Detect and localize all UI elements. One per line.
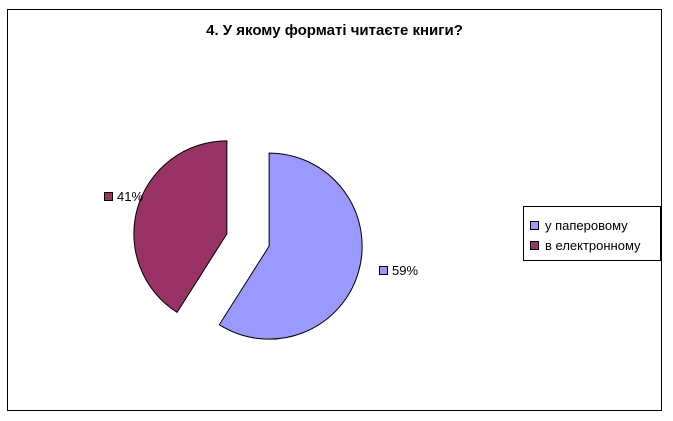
data-label-electronic: 41% (104, 189, 143, 204)
pie-slice-paper (218, 152, 363, 340)
chart-title: 4. У якому форматі читаєте книги? (206, 22, 463, 39)
legend: у паперовому в електронному (523, 206, 661, 261)
legend-swatch-electronic (530, 240, 539, 250)
legend-label-electronic: в електронному (545, 237, 641, 253)
chart-area: 4. У якому форматі читаєте книги? 41% 59… (7, 9, 662, 411)
legend-swatch-paper (530, 220, 539, 230)
legend-label-paper: у паперовому (545, 217, 628, 233)
data-label-electronic-text: 41% (117, 189, 144, 204)
legend-item-paper: у паперовому (530, 215, 660, 235)
legend-item-electronic: в електронному (530, 235, 660, 255)
data-label-swatch-paper (379, 266, 388, 275)
data-label-paper: 59% (379, 263, 418, 278)
pie-plot (133, 140, 363, 340)
pie-slice-electronic (133, 140, 228, 314)
data-label-paper-text: 59% (392, 263, 419, 278)
data-label-swatch-electronic (104, 192, 113, 201)
